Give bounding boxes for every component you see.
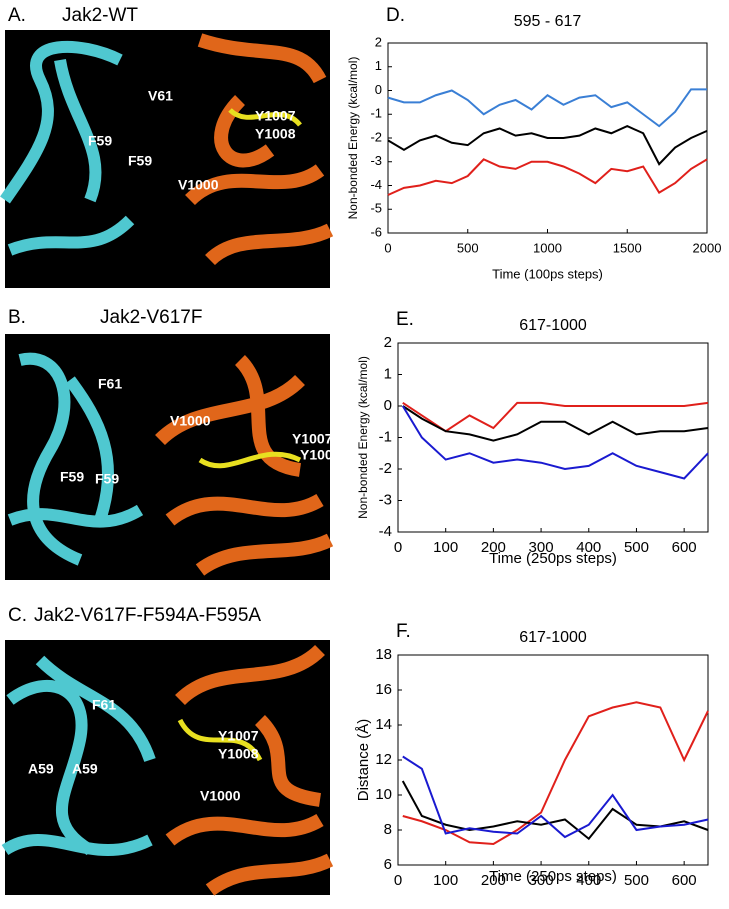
x-tick-label: 0 <box>384 240 391 255</box>
y-tick-label: -5 <box>370 201 382 216</box>
x-tick-label: 400 <box>576 539 601 556</box>
structure-image <box>5 334 334 580</box>
series-line <box>401 780 709 841</box>
residue-label: F61 <box>98 376 122 392</box>
residue-label: V1000 <box>200 788 241 804</box>
y-tick-label: -4 <box>379 523 392 540</box>
y-axis-label: Distance (Å) <box>355 719 372 802</box>
x-tick-label: 1500 <box>613 240 642 255</box>
series-line <box>402 405 709 442</box>
panel-label: E. <box>396 309 414 330</box>
residue-label: F59 <box>88 133 112 149</box>
structure-image <box>1 640 334 896</box>
chart-title: 617-1000 <box>519 629 587 646</box>
series-line <box>387 88 707 128</box>
residue-label: F59 <box>60 469 84 485</box>
y-tick-label: 18 <box>375 646 392 663</box>
y-tick-label: -2 <box>370 129 382 144</box>
structure-image <box>0 30 334 288</box>
chart-title: 595 - 617 <box>514 13 582 30</box>
x-tick-label: 600 <box>672 539 697 556</box>
y-tick-label: 6 <box>384 856 392 873</box>
y-tick-label: 1 <box>384 365 392 382</box>
residue-label: V61 <box>148 88 173 104</box>
x-tick-label: 2000 <box>693 240 722 255</box>
series-line <box>402 701 709 846</box>
y-tick-label: -2 <box>379 460 392 477</box>
panel-label: C. <box>8 605 27 626</box>
panel-label: D. <box>386 5 405 26</box>
plot-frame <box>397 342 709 533</box>
residue-label: A59 <box>28 761 54 777</box>
y-tick-label: -4 <box>370 177 382 192</box>
y-tick-label: 0 <box>375 82 382 97</box>
series-line <box>402 401 709 433</box>
x-tick-label: 0 <box>394 539 402 556</box>
residue-label: Y1007 <box>255 108 296 124</box>
residue-label: Y1008 <box>218 746 259 762</box>
y-tick-label: 10 <box>375 786 392 803</box>
panel-label: F. <box>396 621 411 642</box>
series-line <box>387 125 708 166</box>
residue-label: Y1008 <box>255 126 296 142</box>
residue-label: F59 <box>128 153 152 169</box>
residue-label: A59 <box>72 761 98 777</box>
residue-label: V1000 <box>178 177 219 193</box>
series-line <box>387 158 708 196</box>
y-tick-label: -6 <box>370 224 382 239</box>
plot-frame <box>397 654 709 866</box>
y-tick-label: 12 <box>375 751 392 768</box>
x-tick-label: 500 <box>624 872 649 889</box>
y-tick-label: 1 <box>375 58 382 73</box>
panel-label: A. <box>8 5 26 26</box>
y-tick-label: 16 <box>375 681 392 698</box>
residue-label: Y1007 <box>218 728 259 744</box>
y-tick-label: 2 <box>375 34 382 49</box>
panel-title: Jak2-WT <box>62 5 138 26</box>
series-line <box>401 405 709 480</box>
y-tick-label: -1 <box>379 428 392 445</box>
x-tick-label: 500 <box>457 240 479 255</box>
y-tick-label: 0 <box>384 397 392 414</box>
x-axis-label: Time (250ps steps) <box>489 868 617 885</box>
x-axis-label: Time (250ps steps) <box>489 550 617 567</box>
x-tick-label: 600 <box>672 872 697 889</box>
x-tick-label: 100 <box>433 539 458 556</box>
x-tick-label: 500 <box>624 539 649 556</box>
x-tick-label: 400 <box>576 872 601 889</box>
x-tick-label: 100 <box>433 872 458 889</box>
y-axis-label: Non-bonded Energy (kcal/mol) <box>346 57 360 220</box>
x-tick-label: 300 <box>529 872 554 889</box>
series-line <box>402 755 709 839</box>
x-tick-label: 0 <box>394 872 402 889</box>
x-axis-label: Time (100ps steps) <box>492 266 603 281</box>
chart-title: 617-1000 <box>519 317 587 334</box>
residue-label: Y100 <box>300 447 333 463</box>
y-axis-label: Non-bonded Energy (kcal/mol) <box>356 356 370 519</box>
panel-title: Jak2-V617F-F594A-F595A <box>34 605 261 626</box>
y-tick-label: 14 <box>375 716 392 733</box>
residue-label: F59 <box>95 471 119 487</box>
x-tick-label: 300 <box>529 539 554 556</box>
x-tick-label: 200 <box>481 872 506 889</box>
y-tick-label: -1 <box>370 106 382 121</box>
y-tick-label: -3 <box>370 153 382 168</box>
residue-label: F61 <box>92 697 116 713</box>
panel-label: B. <box>8 307 26 328</box>
residue-label: V1000 <box>170 413 211 429</box>
residue-label: Y1007 <box>292 431 333 447</box>
y-tick-label: 8 <box>384 821 392 838</box>
y-tick-label: -3 <box>379 491 392 508</box>
y-tick-label: 2 <box>384 334 392 351</box>
panel-title: Jak2-V617F <box>100 307 202 328</box>
x-tick-label: 200 <box>481 539 506 556</box>
x-tick-label: 1000 <box>533 240 562 255</box>
